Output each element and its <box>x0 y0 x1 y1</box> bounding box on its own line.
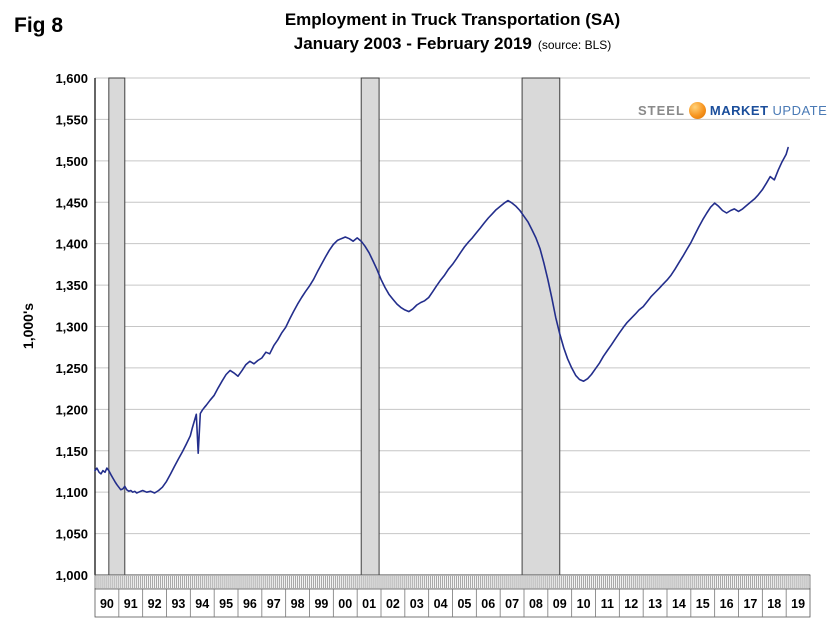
x-year-label: 11 <box>601 597 614 611</box>
x-year-label: 09 <box>553 597 567 611</box>
recession-band <box>521 77 561 576</box>
logo-globe-icon <box>688 102 706 119</box>
x-year-label: 08 <box>529 597 543 611</box>
x-year-label: 15 <box>696 597 710 611</box>
x-year-label: 17 <box>743 597 757 611</box>
chart-canvas: 1,000 1,050 1,100 1,150 1,200 1,250 1,300 1,350… <box>55 71 811 618</box>
y-tick-label: 1,150 <box>55 444 88 459</box>
x-year-label: 06 <box>481 597 495 611</box>
smu-logo: STEEL MARKET UPDATE <box>638 102 827 119</box>
x-year-label: 97 <box>267 597 281 611</box>
y-tick-label: 1,100 <box>55 485 88 500</box>
employment-line <box>94 146 789 494</box>
x-year-label: 04 <box>434 597 448 611</box>
x-year-label: 01 <box>362 597 376 611</box>
y-tick-label: 1,000 <box>55 568 88 583</box>
logo-market-text: MARKET <box>709 103 769 118</box>
recession-band <box>108 77 126 576</box>
x-year-label: 92 <box>148 597 162 611</box>
x-year-label: 14 <box>672 597 686 611</box>
y-tick-label: 1,300 <box>55 320 88 335</box>
y-tick-label: 1,350 <box>55 278 88 293</box>
chart-subtitle-row: January 2003 - February 2019 (source: BLS… <box>95 32 810 57</box>
recession-band <box>360 77 380 576</box>
logo-update-text: UPDATE <box>772 103 828 118</box>
chart-title-block: Employment in Truck Transportation (SA) … <box>95 8 810 57</box>
y-tick-label: 1,200 <box>55 402 88 417</box>
y-tick-label: 1,450 <box>55 195 88 210</box>
y-tick-label: 1,600 <box>55 71 88 86</box>
x-year-label: 10 <box>577 597 591 611</box>
y-tick-label: 1,500 <box>55 154 88 169</box>
x-year-label: 95 <box>219 597 233 611</box>
x-year-label: 19 <box>791 597 805 611</box>
x-year-label: 05 <box>457 597 471 611</box>
x-year-label: 91 <box>124 597 138 611</box>
x-year-label: 02 <box>386 597 400 611</box>
x-year-label: 99 <box>314 597 328 611</box>
y-tick-label: 1,250 <box>55 361 88 376</box>
chart-source: (source: BLS) <box>537 38 612 52</box>
x-year-label: 96 <box>243 597 257 611</box>
chart-subtitle: January 2003 - February 2019 <box>293 34 532 53</box>
x-year-label: 03 <box>410 597 424 611</box>
figure-label: Fig 8 <box>14 14 64 37</box>
y-tick-label: 1,400 <box>55 237 88 252</box>
x-year-label: 18 <box>767 597 781 611</box>
x-year-label: 13 <box>648 597 662 611</box>
y-tick-label: 1,050 <box>55 527 88 542</box>
chart-title: Employment in Truck Transportation (SA) <box>284 10 621 29</box>
x-year-label: 00 <box>338 597 352 611</box>
logo-steel-text: STEEL <box>638 103 685 118</box>
x-year-label: 07 <box>505 597 519 611</box>
x-year-label: 98 <box>291 597 305 611</box>
x-year-label: 16 <box>720 597 734 611</box>
x-year-label: 12 <box>624 597 638 611</box>
y-tick-label: 1,550 <box>55 112 88 127</box>
x-year-label: 94 <box>195 597 209 611</box>
x-year-label: 90 <box>100 597 114 611</box>
x-year-label: 93 <box>171 597 185 611</box>
